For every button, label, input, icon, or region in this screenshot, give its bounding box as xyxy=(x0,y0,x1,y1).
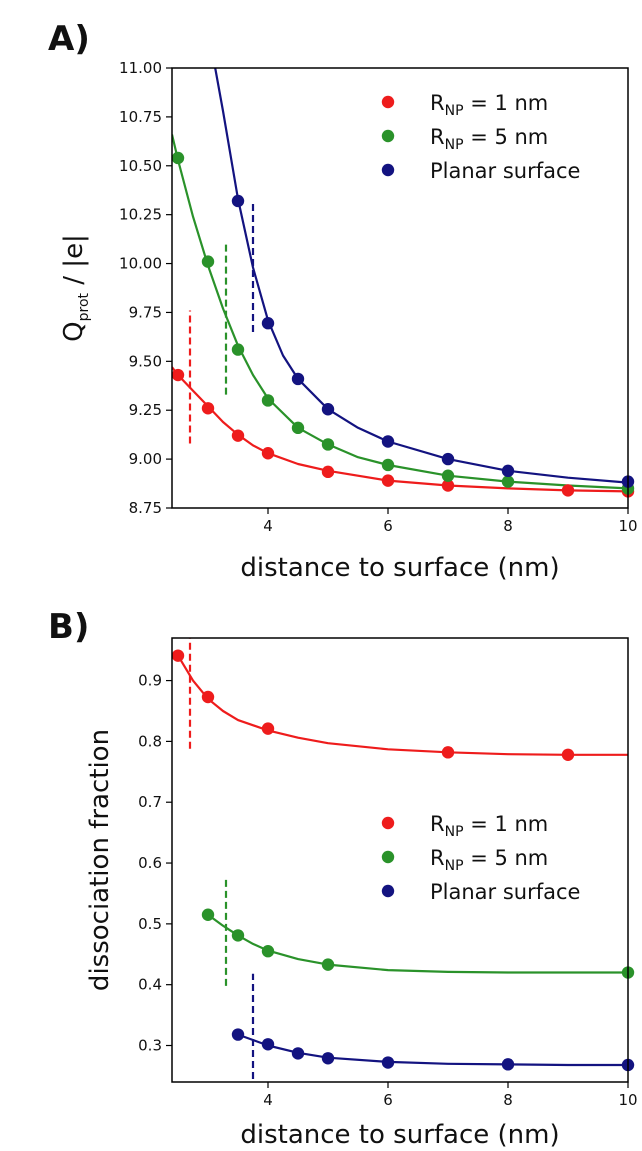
y-axis-label-a-main: Q xyxy=(59,321,89,341)
y-tick-label-a: 10.25 xyxy=(119,206,162,224)
y-tick-label-a: 9.75 xyxy=(129,303,162,321)
y-tick-label-b: 0.9 xyxy=(138,672,162,690)
panel-a: A) 4 6 8 10 8.75 9.00 9.25 9.50 9.75 10.00 10.25 10… xyxy=(48,19,638,583)
y-tick-label-b: 0.6 xyxy=(138,854,162,872)
data-point-r1nm-a xyxy=(321,465,335,479)
y-tick-label-a: 10.00 xyxy=(119,255,162,273)
data-point-planar-a xyxy=(381,435,395,448)
legend-label-r1nm-b: RNP = 1 nm xyxy=(430,812,548,840)
panel-b: B) 4 6 8 10 0.3 0.4 0.5 0.6 0.7 0.8 0.9 distance t… xyxy=(48,607,638,1150)
x-tick-label-b: 6 xyxy=(383,1091,393,1109)
data-point-r5nm-a xyxy=(501,475,515,488)
data-point-r1nm-b xyxy=(171,649,185,662)
data-point-planar-a xyxy=(261,317,275,330)
data-point-planar-a xyxy=(501,464,515,478)
data-point-r5nm-a xyxy=(321,438,335,451)
data-point-r1nm-b xyxy=(441,746,455,759)
y-tick-label-a: 10.50 xyxy=(119,157,162,175)
data-point-r5nm-a xyxy=(201,255,215,268)
x-tick-label-b: 8 xyxy=(503,1091,513,1109)
y-tick-label-b: 0.8 xyxy=(138,732,162,750)
panel-b-label: B) xyxy=(48,607,89,647)
legend-a: RNP = 1 nm RNP = 5 nm Planar surface xyxy=(381,91,580,183)
y-tick-label-a: 8.75 xyxy=(129,499,162,517)
x-tick-label-a: 8 xyxy=(503,517,513,535)
data-point-planar-b xyxy=(231,1028,245,1041)
data-point-r5nm-a xyxy=(381,458,395,472)
x-tick-label-a: 6 xyxy=(383,517,393,535)
legend-marker-r1nm-b xyxy=(381,816,395,830)
data-point-r1nm-b xyxy=(201,690,215,704)
y-axis-label-b: dissociation fraction xyxy=(85,729,115,991)
data-point-r5nm-b xyxy=(261,945,275,958)
data-point-r5nm-b xyxy=(231,929,245,942)
data-point-r1nm-a xyxy=(231,429,245,442)
y-axis-label-a-sub: prot xyxy=(76,292,92,321)
legend-marker-r5nm-b xyxy=(381,850,395,864)
y-tick-label-a: 9.00 xyxy=(129,450,162,468)
data-point-r1nm-a xyxy=(441,479,455,492)
legend-label-planar-b: Planar surface xyxy=(430,880,580,904)
data-point-r1nm-a xyxy=(261,447,275,460)
fit-line-r5nm-a xyxy=(172,134,628,490)
legend-marker-r1nm-a xyxy=(381,95,395,109)
legend-b: RNP = 1 nm RNP = 5 nm Planar surface xyxy=(381,812,580,904)
data-point-planar-b xyxy=(501,1058,515,1071)
fit-line-planar-a xyxy=(214,68,628,484)
data-point-planar-a xyxy=(231,194,245,208)
data-point-r5nm-a xyxy=(261,394,275,407)
x-tick-label-a: 10 xyxy=(618,517,637,535)
data-point-planar-a xyxy=(441,452,455,466)
plot-frame-a xyxy=(171,67,629,509)
x-tick-label-b: 4 xyxy=(263,1091,273,1109)
data-point-r1nm-b xyxy=(261,722,275,735)
data-point-r5nm-a xyxy=(231,343,245,356)
panel-a-label: A) xyxy=(48,19,90,59)
y-tick-label-b: 0.4 xyxy=(138,976,162,994)
legend-marker-planar-a xyxy=(381,163,395,177)
data-point-r1nm-a xyxy=(201,402,215,415)
y-tick-label-b: 0.5 xyxy=(138,915,162,933)
y-axis-label-a-suffix: / |e| xyxy=(59,234,89,293)
data-point-r5nm-b xyxy=(321,958,335,971)
data-point-r5nm-b xyxy=(201,908,215,921)
x-axis-label-b: distance to surface (nm) xyxy=(240,1120,559,1150)
data-point-r5nm-a xyxy=(291,421,305,435)
data-point-planar-a xyxy=(321,403,335,416)
data-point-r1nm-a xyxy=(561,484,575,497)
y-tick-label-a: 9.50 xyxy=(129,352,162,370)
legend-label-r5nm-a: RNP = 5 nm xyxy=(430,125,548,153)
x-tick-label-b: 10 xyxy=(618,1091,637,1109)
x-tick-label-a: 4 xyxy=(263,517,273,535)
legend-label-planar-a: Planar surface xyxy=(430,159,580,183)
y-tick-label-b: 0.3 xyxy=(138,1037,162,1055)
data-point-r5nm-a xyxy=(441,469,455,482)
data-point-planar-b xyxy=(291,1047,305,1060)
y-tick-label-b: 0.7 xyxy=(138,793,162,811)
data-point-r5nm-a xyxy=(171,151,185,165)
y-tick-label-a: 9.25 xyxy=(129,401,162,419)
data-point-planar-b xyxy=(321,1052,335,1065)
data-point-r1nm-a xyxy=(381,474,395,487)
legend-marker-r5nm-a xyxy=(381,129,395,143)
legend-marker-planar-b xyxy=(381,884,395,898)
y-axis-label-a: Qprot / |e| xyxy=(59,234,92,342)
legend-label-r5nm-b: RNP = 5 nm xyxy=(430,846,548,874)
data-point-r1nm-a xyxy=(171,368,185,382)
legend-label-r1nm-a: RNP = 1 nm xyxy=(430,91,548,119)
y-tick-label-a: 10.75 xyxy=(119,108,162,126)
plot-frame-b xyxy=(171,637,629,1083)
x-axis-label-a: distance to surface (nm) xyxy=(240,553,559,583)
fit-line-planar-b xyxy=(237,1033,628,1067)
data-point-r1nm-b xyxy=(561,748,575,761)
y-tick-label-a: 11.00 xyxy=(119,59,162,77)
data-point-planar-b xyxy=(381,1056,395,1069)
data-point-planar-a xyxy=(291,372,305,386)
data-point-planar-b xyxy=(261,1038,275,1051)
